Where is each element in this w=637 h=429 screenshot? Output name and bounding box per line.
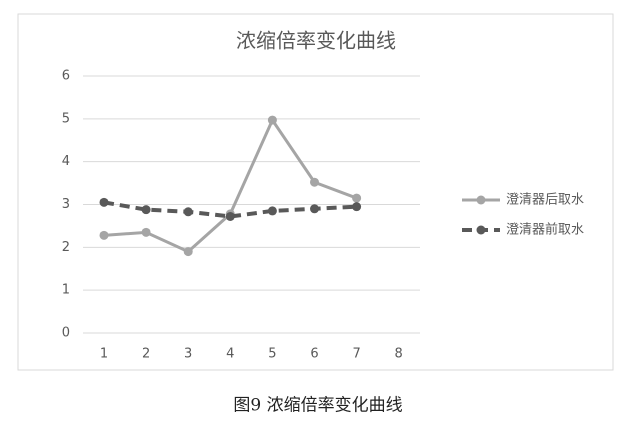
x-tick-label: 2: [142, 347, 150, 362]
legend-label: 澄清器前取水: [506, 222, 584, 238]
data-point: [310, 204, 319, 214]
caption: 图9 浓缩倍率变化曲线: [233, 396, 402, 416]
data-point: [310, 177, 319, 187]
legend-label: 澄清器后取水: [506, 193, 584, 208]
chart-frame: [17, 13, 614, 371]
legend-marker: [476, 225, 486, 235]
x-tick-label: 3: [184, 347, 192, 362]
y-tick-label: 3: [62, 197, 70, 212]
x-tick-label: 5: [268, 347, 276, 362]
data-point: [141, 205, 151, 215]
x-tick-label: 7: [352, 347, 360, 362]
y-tick-label: 0: [62, 326, 70, 341]
data-point: [352, 193, 362, 203]
data-point: [183, 247, 193, 257]
x-tick-label: 8: [395, 347, 403, 362]
y-tick-label: 4: [62, 154, 70, 169]
data-point: [225, 211, 235, 221]
data-point: [99, 197, 109, 207]
data-point: [267, 115, 277, 125]
x-tick-label: 4: [226, 347, 234, 362]
chart-title: 浓缩倍率变化曲线: [236, 29, 396, 53]
data-point: [99, 230, 109, 240]
y-tick-label: 2: [62, 240, 70, 255]
x-tick-label: 6: [310, 347, 318, 362]
y-tick-label: 5: [62, 111, 70, 126]
legend-marker: [476, 195, 486, 205]
x-tick-label: 1: [100, 347, 108, 362]
data-point: [352, 202, 362, 212]
data-point: [183, 207, 193, 217]
data-point: [141, 227, 151, 237]
y-tick-label: 6: [62, 69, 70, 84]
y-tick-label: 1: [62, 283, 70, 298]
data-point: [267, 206, 277, 216]
